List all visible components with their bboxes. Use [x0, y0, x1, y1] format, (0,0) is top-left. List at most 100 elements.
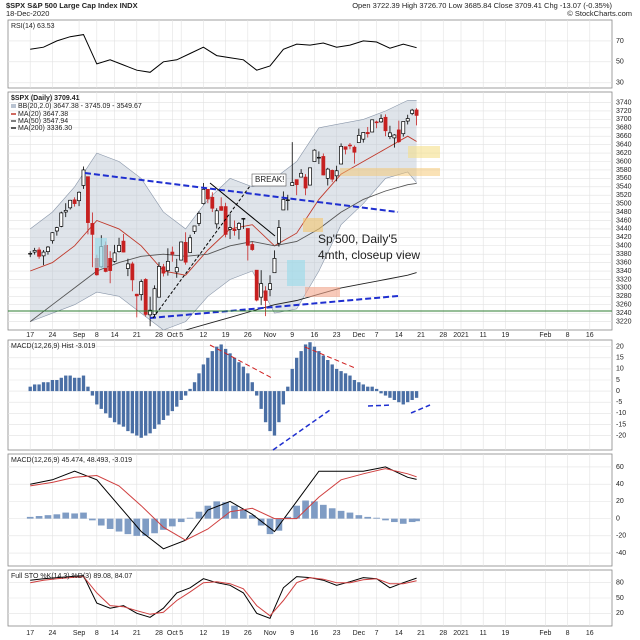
x-tick-label: 7 [375, 332, 379, 339]
credit: © StockCharts.com [567, 9, 632, 18]
candle-body [334, 170, 339, 177]
x-tick-label: 28 [155, 332, 163, 339]
date: 18-Dec-2020 [6, 9, 49, 18]
candle-body [37, 249, 41, 257]
histogram-bar [115, 518, 123, 532]
candle-body [214, 210, 219, 225]
quote: Open 3722.39 High 3726.70 Low 3685.84 Cl… [352, 1, 612, 10]
histogram-bar [130, 391, 135, 434]
x-tick-label: 26 [244, 630, 252, 637]
y-tick-label: 3380 [616, 251, 632, 258]
histogram-bar [373, 517, 380, 519]
y-tick-label: 20 [616, 610, 624, 617]
histogram-bar [148, 391, 152, 434]
histogram-bar [290, 368, 294, 392]
candle-body [228, 227, 232, 230]
y-tick-label: 60 [616, 464, 624, 471]
annotation: BREAK! [255, 175, 284, 184]
histogram-bar [157, 391, 161, 425]
y-tick-label: 3460 [616, 217, 632, 224]
y-tick-label: 40 [616, 481, 624, 488]
histogram-bar [197, 373, 201, 392]
x-tick-label: Feb [539, 630, 551, 637]
x-tick-label: 16 [311, 332, 319, 339]
candle-body [388, 132, 392, 138]
candle-body [352, 146, 357, 153]
legend-label: MA(50) 3547.94 [18, 118, 68, 125]
legend-label: BB(20,2.0) 3647.38 - 3745.09 - 3549.67 [18, 103, 142, 110]
x-tick-label: 2021 [453, 630, 469, 637]
annotation-box [251, 173, 287, 187]
plot [8, 454, 612, 566]
plot [8, 570, 612, 626]
histogram-bar [248, 515, 256, 519]
x-tick-label: Dec [353, 630, 366, 637]
x-tick-label: 28 [439, 332, 447, 339]
histogram-bar [53, 514, 61, 519]
candle-body [356, 135, 361, 143]
candle-body [188, 237, 192, 253]
y-tick-label: -20 [616, 432, 626, 439]
x-tick-label: 8 [95, 332, 99, 339]
y-tick-label: 0 [616, 388, 620, 395]
y-tick-label: 3680 [616, 125, 632, 132]
x-tick-label: 7 [375, 630, 379, 637]
histogram-bar [213, 501, 221, 519]
x-tick-label: 11 [480, 332, 487, 339]
histogram-bar [413, 518, 420, 522]
histogram-bar [86, 386, 90, 392]
candle-body [77, 191, 81, 202]
candle-body [157, 266, 161, 298]
x-tick-label: 21 [133, 630, 141, 637]
candle-body [63, 210, 68, 213]
y-tick-label: 15 [616, 355, 624, 362]
histogram-bar [293, 505, 301, 519]
candle-body [401, 121, 406, 135]
candle-body [59, 212, 64, 227]
histogram-bar [28, 386, 32, 392]
histogram-bar [277, 391, 281, 423]
x-tick-label: Dec [353, 332, 366, 339]
candle-body [90, 223, 95, 235]
histogram-bar [223, 348, 228, 392]
candle-body [179, 241, 184, 261]
histogram-bar [177, 518, 185, 523]
histogram-bar [321, 355, 325, 392]
histogram-bar [80, 512, 87, 519]
candle-body [68, 199, 73, 209]
histogram-bar [366, 386, 370, 392]
histogram-bar [106, 518, 114, 529]
histogram-bar [401, 391, 405, 405]
zone [408, 146, 440, 158]
panel [7, 19, 613, 89]
histogram-bar [255, 391, 259, 396]
histogram-bar [361, 384, 365, 392]
plot [8, 20, 612, 88]
x-tick-label: 26 [244, 332, 252, 339]
candle-body [210, 196, 215, 209]
histogram-bar [32, 384, 37, 392]
x-tick-label: 21 [133, 332, 141, 339]
candle-body [343, 146, 348, 150]
histogram-bar [295, 357, 299, 392]
histogram-bar [348, 375, 352, 392]
histogram-bar [166, 391, 170, 416]
histogram-bar [231, 505, 238, 519]
candle-body [294, 179, 299, 186]
x-tick-label: 8 [566, 630, 570, 637]
histogram-bar [133, 518, 141, 536]
y-tick-label: 3520 [616, 192, 632, 199]
candle-body [268, 283, 272, 290]
candle-body [299, 172, 304, 178]
x-tick-label: 14 [395, 332, 403, 339]
candle-body [170, 251, 175, 255]
histogram-bar [160, 518, 167, 530]
histogram-bar [144, 391, 148, 436]
candle-body [241, 218, 246, 220]
histogram-bar [26, 516, 34, 519]
y-tick-label: 3340 [616, 268, 632, 275]
histogram-bar [241, 366, 246, 392]
candle-body [165, 260, 170, 271]
histogram-bar [272, 391, 277, 436]
